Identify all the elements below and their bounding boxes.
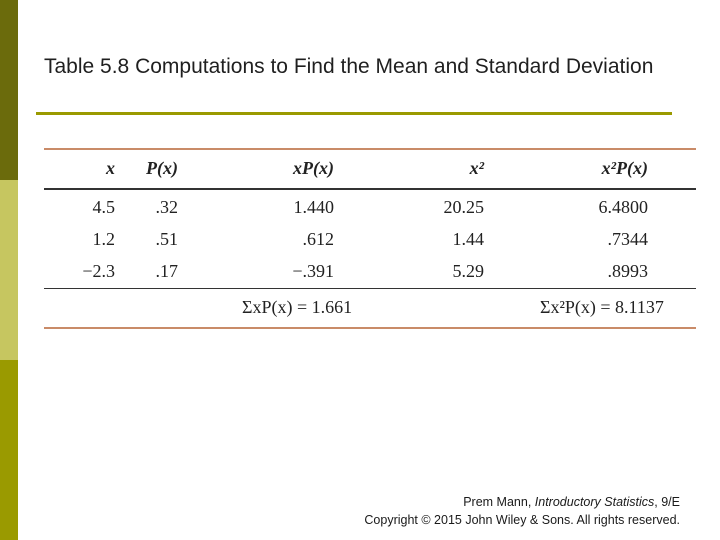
table-cell: 1.2 bbox=[92, 229, 116, 249]
header-px: P(x) bbox=[146, 158, 178, 178]
table-cell: .51 bbox=[155, 229, 179, 249]
sum-mean: ΣxP(x) = 1.661 bbox=[242, 297, 353, 317]
table-cell: 1.440 bbox=[293, 197, 335, 217]
table-cell: .7344 bbox=[607, 229, 649, 249]
table-cell: 5.29 bbox=[452, 261, 485, 281]
table-cell: .8993 bbox=[607, 261, 649, 281]
title-underline bbox=[36, 112, 672, 115]
header-x-squared-px: x²P(x) bbox=[601, 158, 648, 178]
credit-line-1: Prem Mann, Introductory Statistics, 9/E bbox=[364, 493, 680, 511]
sum-variance: Σx²P(x) = 8.1137 bbox=[540, 297, 664, 317]
table-cell: .32 bbox=[155, 197, 179, 217]
table-cell: −2.3 bbox=[82, 261, 115, 281]
header-xpx: xP(x) bbox=[293, 158, 334, 178]
header-x: x bbox=[106, 158, 115, 178]
table-cell: −.391 bbox=[292, 261, 334, 281]
copyright-credit: Prem Mann, Introductory Statistics, 9/E … bbox=[364, 493, 680, 529]
credit-edition: , 9/E bbox=[654, 495, 680, 509]
sidebar-segment-top bbox=[0, 0, 18, 180]
credit-line-2: Copyright © 2015 John Wiley & Sons. All … bbox=[364, 513, 680, 527]
table-cell: .612 bbox=[302, 229, 335, 249]
table-top-rule bbox=[44, 148, 696, 150]
table-cell: 20.25 bbox=[443, 197, 485, 217]
table-cell: 4.5 bbox=[92, 197, 116, 217]
sidebar-segment-bottom bbox=[0, 360, 18, 540]
table-cell: 1.44 bbox=[452, 229, 485, 249]
table-cell: 6.4800 bbox=[598, 197, 649, 217]
credit-author: Prem Mann, bbox=[463, 495, 535, 509]
table-sum-rule bbox=[44, 288, 696, 289]
sidebar-segment-middle bbox=[0, 180, 18, 360]
table-bottom-rule bbox=[44, 327, 696, 329]
header-x-squared: x² bbox=[469, 158, 484, 178]
credit-book-title: Introductory Statistics bbox=[534, 495, 655, 509]
table-cell: .17 bbox=[155, 261, 179, 281]
slide-title: Table 5.8 Computations to Find the Mean … bbox=[44, 55, 654, 78]
table-header-rule bbox=[44, 188, 696, 190]
